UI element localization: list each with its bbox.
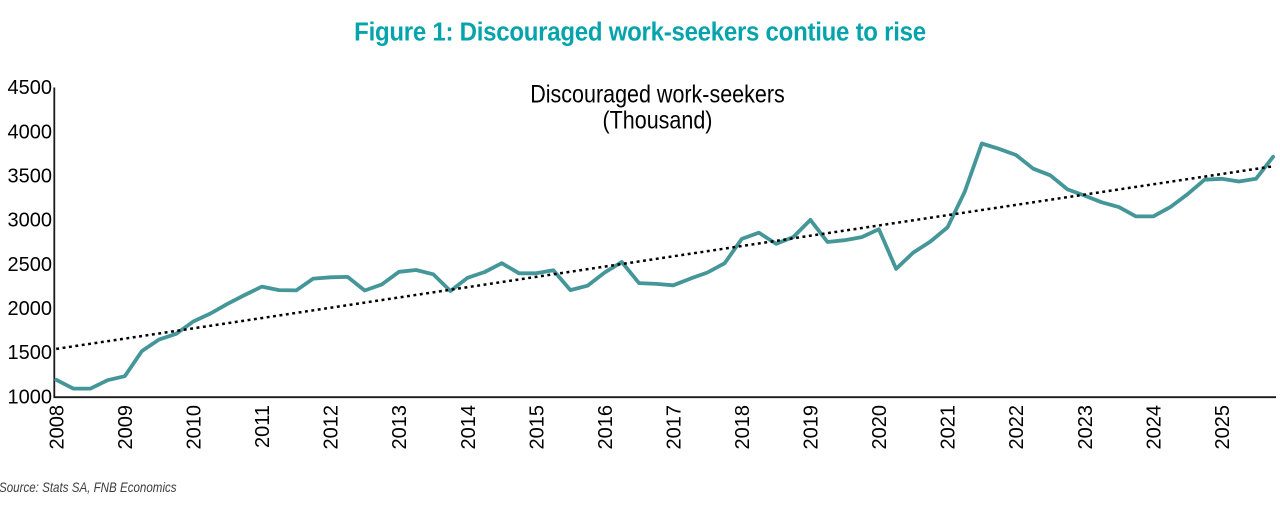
svg-text:2010: 2010 (184, 405, 206, 450)
svg-text:1000: 1000 (8, 386, 53, 408)
svg-text:2012: 2012 (321, 405, 343, 450)
svg-text:3000: 3000 (8, 210, 53, 232)
svg-text:2023: 2023 (1075, 405, 1097, 450)
svg-text:2024: 2024 (1143, 405, 1165, 450)
svg-text:2025: 2025 (1212, 405, 1234, 450)
svg-text:2019: 2019 (801, 405, 823, 450)
svg-text:2011: 2011 (252, 405, 274, 448)
svg-text:2021: 2021 (938, 405, 960, 450)
svg-text:2013: 2013 (389, 405, 411, 450)
svg-text:2022: 2022 (1006, 405, 1028, 450)
svg-text:2020: 2020 (869, 405, 891, 450)
svg-text:4000: 4000 (8, 121, 53, 143)
svg-text:2000: 2000 (8, 298, 53, 320)
svg-text:2014: 2014 (458, 405, 480, 450)
svg-text:2015: 2015 (526, 405, 548, 450)
svg-text:2016: 2016 (595, 405, 617, 450)
svg-text:2008: 2008 (46, 405, 68, 450)
svg-text:3500: 3500 (8, 166, 53, 188)
svg-text:2009: 2009 (115, 405, 137, 450)
svg-text:2500: 2500 (8, 254, 53, 276)
svg-text:4500: 4500 (8, 77, 53, 99)
svg-text:2018: 2018 (732, 405, 754, 450)
svg-text:2017: 2017 (663, 405, 685, 450)
svg-text:1500: 1500 (8, 342, 53, 364)
